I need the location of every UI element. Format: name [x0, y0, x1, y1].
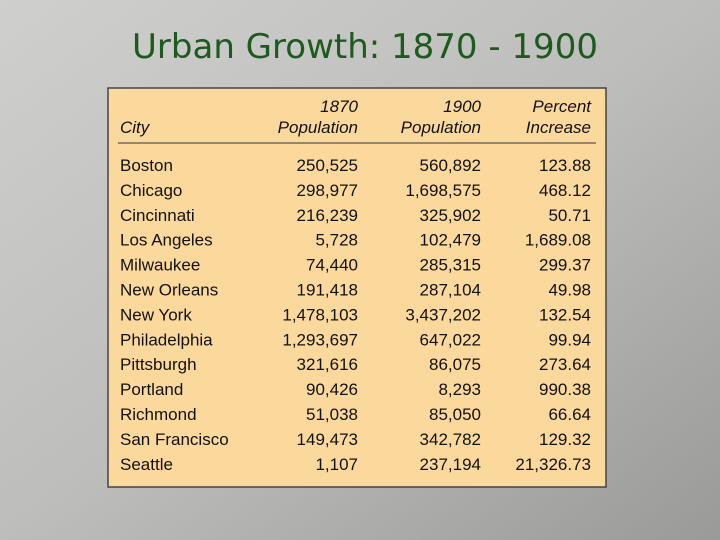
- number-cell: 1,698,575: [405, 181, 481, 200]
- city-cell: New Orleans: [120, 281, 218, 300]
- number-cell: 8,293: [438, 380, 481, 399]
- number-cell: 99.94: [548, 330, 591, 349]
- number-cell: 132.54: [539, 305, 591, 324]
- city-cell: Chicago: [120, 181, 182, 200]
- number-cell: 21,326.73: [515, 455, 591, 474]
- number-cell: 216,239: [297, 206, 358, 225]
- number-cell: 325,902: [420, 206, 481, 225]
- table-panel: [107, 87, 607, 488]
- number-cell: 5,728: [315, 231, 358, 250]
- city-cell: San Francisco: [120, 430, 229, 449]
- city-cell: Portland: [120, 380, 183, 399]
- number-cell: 129.32: [539, 430, 591, 449]
- number-cell: 102,479: [420, 231, 481, 250]
- number-cell: 342,782: [420, 430, 481, 449]
- number-cell: 49.98: [548, 281, 591, 300]
- number-cell: 1,478,103: [282, 305, 358, 324]
- column-header: City: [120, 118, 151, 137]
- number-cell: 273.64: [539, 355, 591, 374]
- number-cell: 1,293,697: [282, 330, 358, 349]
- number-cell: 560,892: [420, 156, 481, 175]
- city-cell: New York: [120, 305, 192, 324]
- number-cell: 3,437,202: [405, 305, 481, 324]
- number-cell: 51,038: [306, 405, 358, 424]
- number-cell: 237,194: [420, 455, 481, 474]
- column-header: 1870: [320, 97, 358, 116]
- number-cell: 90,426: [306, 380, 358, 399]
- column-header: Population: [401, 118, 481, 137]
- number-cell: 299.37: [539, 256, 591, 275]
- city-cell: Seattle: [120, 455, 173, 474]
- number-cell: 1,107: [315, 455, 358, 474]
- number-cell: 285,315: [420, 256, 481, 275]
- city-cell: Los Angeles: [120, 231, 213, 250]
- number-cell: 1,689.08: [525, 231, 591, 250]
- number-cell: 149,473: [297, 430, 358, 449]
- city-cell: Philadelphia: [120, 330, 213, 349]
- number-cell: 298,977: [297, 181, 358, 200]
- city-cell: Pittsburgh: [120, 355, 197, 374]
- number-cell: 990.38: [539, 380, 591, 399]
- column-header: Population: [278, 118, 358, 137]
- number-cell: 250,525: [297, 156, 358, 175]
- number-cell: 191,418: [297, 281, 358, 300]
- number-cell: 287,104: [420, 281, 481, 300]
- number-cell: 86,075: [429, 355, 481, 374]
- column-header: 1900: [443, 97, 481, 116]
- number-cell: 85,050: [429, 405, 481, 424]
- city-cell: Richmond: [120, 405, 197, 424]
- column-header: Percent: [532, 97, 592, 116]
- column-header: Increase: [526, 118, 591, 137]
- city-cell: Milwaukee: [120, 256, 200, 275]
- number-cell: 468.12: [539, 181, 591, 200]
- number-cell: 321,616: [297, 355, 358, 374]
- slide-title: Urban Growth: 1870 - 1900: [132, 27, 598, 67]
- number-cell: 647,022: [420, 330, 481, 349]
- number-cell: 74,440: [306, 256, 358, 275]
- city-cell: Boston: [120, 156, 173, 175]
- number-cell: 123.88: [539, 156, 591, 175]
- number-cell: 66.64: [548, 405, 591, 424]
- city-cell: Cincinnati: [120, 206, 195, 225]
- number-cell: 50.71: [548, 206, 591, 225]
